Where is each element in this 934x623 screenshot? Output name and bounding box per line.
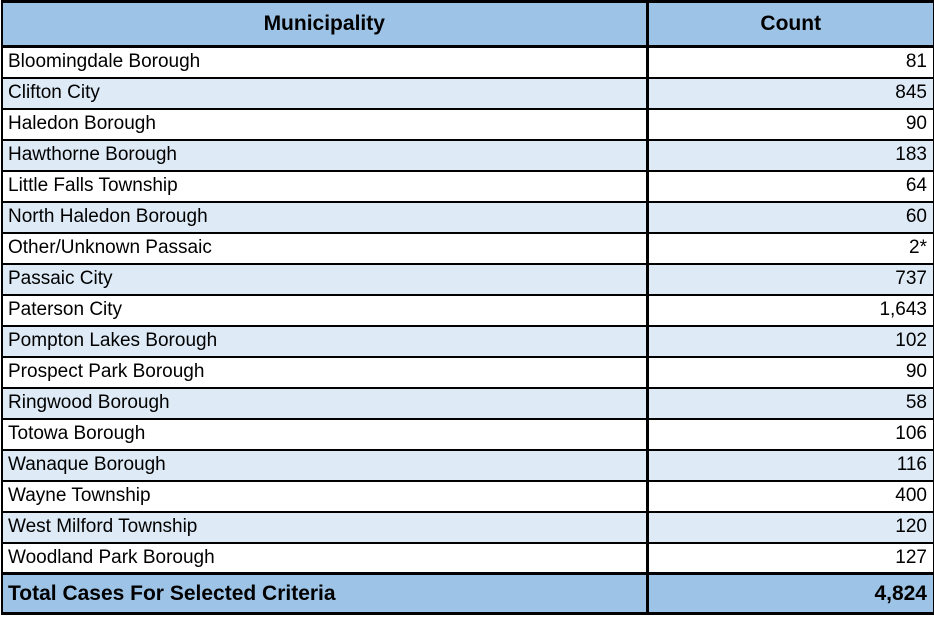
municipality-cell: Wayne Township (1, 479, 648, 513)
table-row: North Haledon Borough 60 (1, 200, 934, 234)
table-row: Pompton Lakes Borough 102 (1, 324, 934, 358)
table-row: Paterson City 1,643 (1, 293, 934, 327)
table-footer: Total Cases For Selected Criteria 4,824 (1, 572, 934, 615)
count-cell: 737 (645, 262, 934, 296)
municipality-cell: Woodland Park Borough (1, 541, 648, 575)
table-row: Wayne Township 400 (1, 479, 934, 513)
count-cell: 120 (645, 510, 934, 544)
count-cell: 127 (645, 541, 934, 575)
municipality-cell: Prospect Park Borough (1, 355, 648, 389)
municipality-cell: Haledon Borough (1, 107, 648, 141)
municipality-cell: Pompton Lakes Borough (1, 324, 648, 358)
table-row: Clifton City 845 (1, 76, 934, 110)
municipality-cell: Totowa Borough (1, 417, 648, 451)
count-column-header: Count (645, 0, 934, 48)
municipality-column-header: Municipality (1, 0, 648, 48)
count-cell: 845 (645, 76, 934, 110)
municipality-cell: Hawthorne Borough (1, 138, 648, 172)
count-cell: 1,643 (645, 293, 934, 327)
total-count: 4,824 (645, 572, 934, 615)
total-row: Total Cases For Selected Criteria 4,824 (1, 572, 934, 615)
table-row: Hawthorne Borough 183 (1, 138, 934, 172)
table-row: Prospect Park Borough 90 (1, 355, 934, 389)
count-cell: 58 (645, 386, 934, 420)
count-cell: 81 (645, 45, 934, 79)
municipality-cell: West Milford Township (1, 510, 648, 544)
count-cell: 2* (645, 231, 934, 265)
municipality-cell: Other/Unknown Passaic (1, 231, 648, 265)
count-cell: 183 (645, 138, 934, 172)
count-cell: 106 (645, 417, 934, 451)
table-row: West Milford Township 120 (1, 510, 934, 544)
table-row: Other/Unknown Passaic 2* (1, 231, 934, 265)
municipality-cell: Wanaque Borough (1, 448, 648, 482)
table-row: Haledon Borough 90 (1, 107, 934, 141)
municipality-cell: Bloomingdale Borough (1, 45, 648, 79)
table-row: Woodland Park Borough 127 (1, 541, 934, 575)
count-cell: 90 (645, 355, 934, 389)
count-cell: 116 (645, 448, 934, 482)
table-row: Little Falls Township 64 (1, 169, 934, 203)
municipality-cell: Paterson City (1, 293, 648, 327)
municipality-cell: Passaic City (1, 262, 648, 296)
count-cell: 102 (645, 324, 934, 358)
table-row: Bloomingdale Borough 81 (1, 45, 934, 79)
table-header: Municipality Count (1, 0, 934, 48)
table-row: Wanaque Borough 116 (1, 448, 934, 482)
count-cell: 90 (645, 107, 934, 141)
count-cell: 400 (645, 479, 934, 513)
table-row: Passaic City 737 (1, 262, 934, 296)
header-row: Municipality Count (1, 0, 934, 48)
count-cell: 60 (645, 200, 934, 234)
table-body: Bloomingdale Borough 81 Clifton City 845 Hal… (1, 45, 934, 575)
total-label: Total Cases For Selected Criteria (1, 572, 648, 615)
municipality-cell: Little Falls Township (1, 169, 648, 203)
municipality-cell: North Haledon Borough (1, 200, 648, 234)
count-cell: 64 (645, 169, 934, 203)
municipality-cell: Clifton City (1, 76, 648, 110)
table-row: Totowa Borough 106 (1, 417, 934, 451)
municipality-cell: Ringwood Borough (1, 386, 648, 420)
table-row: Ringwood Borough 58 (1, 386, 934, 420)
